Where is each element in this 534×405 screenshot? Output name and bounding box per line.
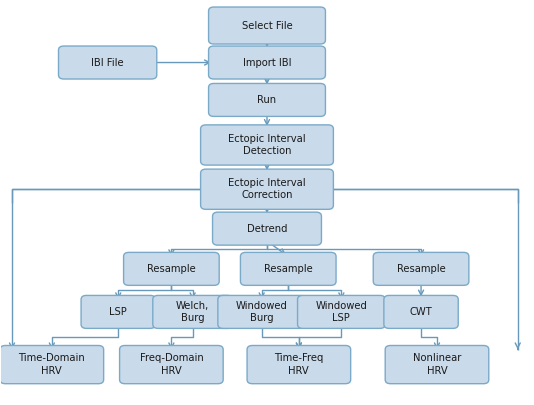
FancyBboxPatch shape xyxy=(209,83,325,116)
Text: Resample: Resample xyxy=(264,264,312,274)
FancyBboxPatch shape xyxy=(209,7,325,44)
Text: Run: Run xyxy=(257,95,277,105)
Text: Import IBI: Import IBI xyxy=(243,58,291,68)
Text: Windowed
Burg: Windowed Burg xyxy=(235,301,288,323)
FancyBboxPatch shape xyxy=(218,295,305,328)
Text: Freq-Domain
HRV: Freq-Domain HRV xyxy=(139,354,203,376)
FancyBboxPatch shape xyxy=(297,295,385,328)
Text: Ectopic Interval
Detection: Ectopic Interval Detection xyxy=(228,134,306,156)
Text: CWT: CWT xyxy=(410,307,433,317)
Text: IBI File: IBI File xyxy=(91,58,124,68)
FancyBboxPatch shape xyxy=(120,345,223,384)
FancyBboxPatch shape xyxy=(373,252,469,286)
FancyBboxPatch shape xyxy=(384,295,458,328)
FancyBboxPatch shape xyxy=(247,345,351,384)
Text: Time-Freq
HRV: Time-Freq HRV xyxy=(274,354,324,376)
FancyBboxPatch shape xyxy=(123,252,219,286)
FancyBboxPatch shape xyxy=(81,295,155,328)
FancyBboxPatch shape xyxy=(153,295,232,328)
Text: Resample: Resample xyxy=(397,264,445,274)
Text: Windowed
LSP: Windowed LSP xyxy=(316,301,367,323)
Text: Time-Domain
HRV: Time-Domain HRV xyxy=(19,354,85,376)
Text: Select File: Select File xyxy=(241,21,293,30)
Text: Ectopic Interval
Correction: Ectopic Interval Correction xyxy=(228,178,306,200)
FancyBboxPatch shape xyxy=(240,252,336,286)
FancyBboxPatch shape xyxy=(213,212,321,245)
Text: Nonlinear
HRV: Nonlinear HRV xyxy=(413,354,461,376)
FancyBboxPatch shape xyxy=(201,125,333,165)
Text: Detrend: Detrend xyxy=(247,224,287,234)
Text: LSP: LSP xyxy=(109,307,127,317)
FancyBboxPatch shape xyxy=(0,345,104,384)
FancyBboxPatch shape xyxy=(201,169,333,209)
FancyBboxPatch shape xyxy=(59,46,157,79)
FancyBboxPatch shape xyxy=(385,345,489,384)
FancyBboxPatch shape xyxy=(209,46,325,79)
Text: Resample: Resample xyxy=(147,264,196,274)
Text: Welch,
Burg: Welch, Burg xyxy=(176,301,209,323)
